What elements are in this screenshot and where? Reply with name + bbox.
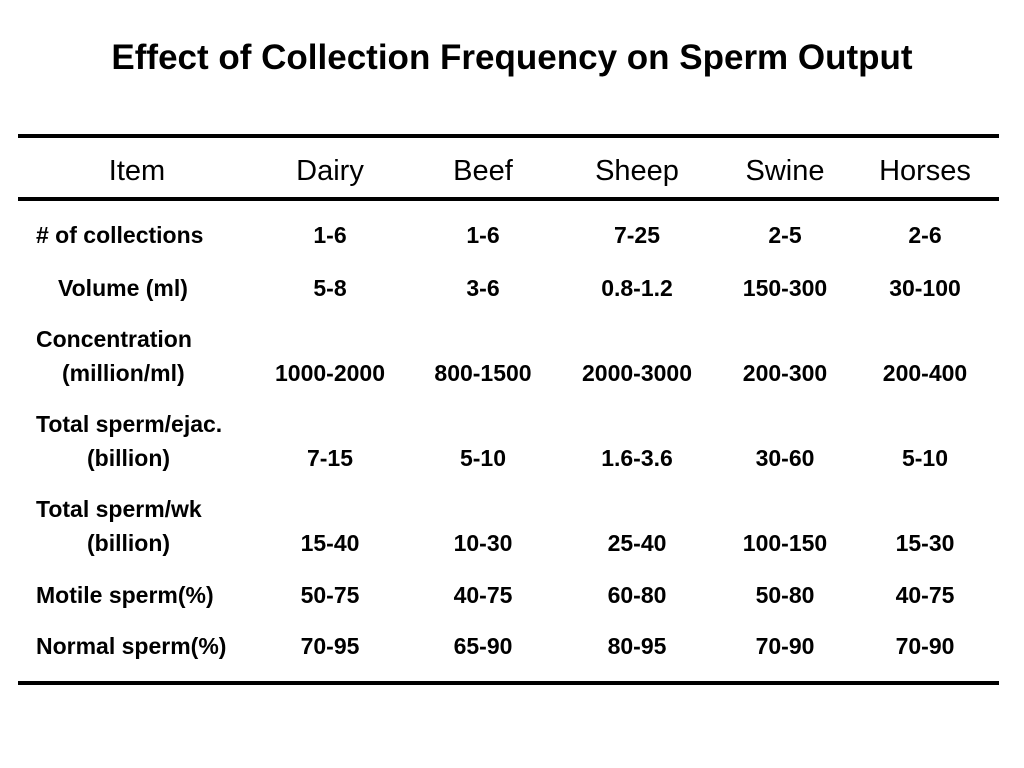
cell-normal-swine: 70-90 [755,633,815,659]
cell-total-ejac-dairy: 7-15 [306,445,354,471]
cell-total-ejac-swine: 30-60 [755,445,815,471]
row-label-motile: Motile sperm(%) [36,582,214,608]
cell-total-wk-dairy: 15-40 [300,530,360,556]
cell-total-wk-sheep: 25-40 [607,530,667,556]
cell-volume-beef: 3-6 [466,275,500,301]
page-title: Effect of Collection Frequency on Sperm … [111,38,913,77]
cell-volume-sheep: 0.8-1.2 [601,275,673,301]
cell-motile-sheep: 60-80 [607,582,667,608]
cell-normal-beef: 65-90 [453,633,513,659]
cell-volume-swine: 150-300 [742,275,828,301]
cell-concentration-dairy: 1000-2000 [275,360,385,386]
cell-total-wk-swine: 100-150 [742,530,828,556]
cell-total-wk-horses: 15-30 [895,530,955,556]
table-top-rule [18,134,999,138]
cell-concentration-beef: 800-1500 [434,360,532,386]
cell-total-wk-beef: 10-30 [453,530,513,556]
table-bottom-rule [18,681,999,685]
row-label-concentration: Concentration [36,326,192,352]
cell-collections-dairy: 1-6 [313,222,347,248]
row-label-concentration-unit: (million/ml) [62,360,185,386]
cell-concentration-sheep: 2000-3000 [582,360,692,386]
cell-total-ejac-sheep: 1.6-3.6 [601,445,673,471]
row-label-volume: Volume (ml) [58,275,188,301]
cell-motile-swine: 50-80 [755,582,815,608]
cell-normal-horses: 70-90 [895,633,955,659]
row-label-total-ejac-unit: (billion) [87,445,171,471]
row-label-normal: Normal sperm(%) [36,633,227,659]
table-header-rule [18,197,999,201]
cell-collections-sheep: 7-25 [613,222,661,248]
cell-motile-dairy: 50-75 [300,582,360,608]
header-sheep: Sheep [595,155,679,187]
cell-volume-horses: 30-100 [889,275,961,301]
cell-motile-beef: 40-75 [453,582,513,608]
cell-concentration-swine: 200-300 [742,360,828,386]
header-horses: Horses [879,155,971,187]
cell-normal-dairy: 70-95 [300,633,360,659]
row-label-total-ejac: Total sperm/ejac. [36,411,223,437]
cell-normal-sheep: 80-95 [607,633,667,659]
cell-volume-dairy: 5-8 [313,275,347,301]
row-label-collections: # of collections [36,222,204,248]
cell-concentration-horses: 200-400 [882,360,968,386]
header-beef: Beef [453,155,513,187]
cell-motile-horses: 40-75 [895,582,955,608]
cell-collections-horses: 2-6 [908,222,942,248]
cell-collections-swine: 2-5 [768,222,802,248]
row-label-total-wk-unit: (billion) [87,530,171,556]
row-label-total-wk: Total sperm/wk [36,496,202,522]
header-swine: Swine [745,155,825,187]
cell-total-ejac-beef: 5-10 [459,445,507,471]
cell-total-ejac-horses: 5-10 [901,445,949,471]
header-dairy: Dairy [296,155,364,187]
header-item: Item [108,155,166,187]
cell-collections-beef: 1-6 [466,222,500,248]
